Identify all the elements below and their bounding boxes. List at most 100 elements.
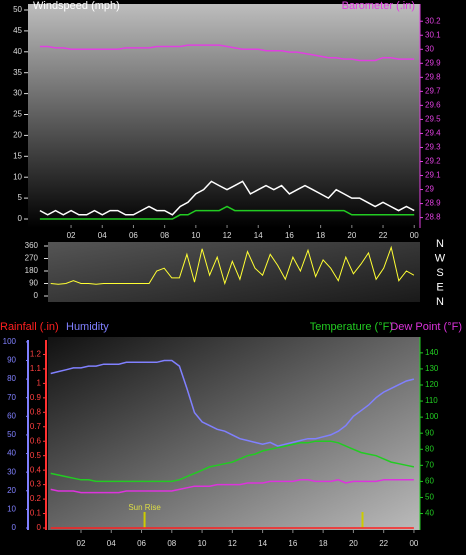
tick-label: 28.9: [425, 199, 441, 208]
tick-label: 0.9: [30, 393, 42, 402]
x-tick-label: 20: [349, 539, 358, 548]
x-tick-label: 16: [288, 539, 297, 548]
x-tick-label: 04: [107, 539, 116, 548]
x-tick-label: 18: [319, 539, 328, 548]
y2-label: Barometer (.in): [342, 0, 415, 12]
tick-label: 270: [25, 254, 39, 263]
tick-label: 29.7: [425, 86, 441, 95]
x-tick-label: 10: [191, 231, 200, 240]
legend-entry: Rainfall (.in): [0, 321, 59, 333]
tick-label: 100: [425, 412, 439, 421]
tick-label: 30.1: [425, 30, 441, 39]
tick-label: 30: [425, 44, 434, 53]
x-tick-label: 10: [198, 539, 207, 548]
y-label: Windspeed (mph): [33, 0, 120, 12]
x-tick-label: 06: [137, 539, 146, 548]
legend-entry: Humidity: [66, 321, 109, 333]
x-tick-label: 06: [129, 231, 138, 240]
x-tick-label: 12: [228, 539, 237, 548]
tick-label: 1.2: [30, 350, 42, 359]
tick-label: 0.2: [30, 494, 42, 503]
x-tick-label: 22: [379, 539, 388, 548]
tick-label: 0.3: [30, 480, 42, 489]
tick-label: 1.1: [30, 364, 42, 373]
tick-label: 29.2: [425, 157, 441, 166]
series-line: [50, 359, 415, 447]
compass-label: S: [436, 267, 443, 279]
tick-label: 130: [425, 364, 439, 373]
x-tick-label: 08: [167, 539, 176, 548]
tick-label: 100: [3, 337, 17, 346]
panel-direction: [48, 242, 420, 302]
tick-label: 30.2: [425, 16, 441, 25]
tick-label: 0: [12, 523, 17, 532]
tick-label: 20: [7, 486, 16, 495]
tick-label: 40: [13, 47, 22, 56]
tick-label: 29.1: [425, 171, 441, 180]
tick-label: 29.4: [425, 129, 441, 138]
series-line: [50, 440, 415, 483]
tick-label: 90: [29, 279, 38, 288]
tick-label: 110: [425, 396, 438, 405]
tick-label: 0: [34, 291, 39, 300]
x-tick-label: 18: [316, 231, 325, 240]
panel-wind: [28, 4, 420, 228]
tick-label: 29: [425, 185, 434, 194]
series-line: [39, 180, 415, 216]
tick-label: 140: [425, 348, 439, 357]
tick-label: 30: [13, 89, 22, 98]
tick-label: 0: [37, 523, 42, 532]
tick-label: 0.8: [30, 407, 42, 416]
legend-entry: Dew Point (°F): [390, 321, 462, 333]
x-tick-label: 14: [254, 231, 263, 240]
x-tick-label: 20: [347, 231, 356, 240]
tick-label: 60: [7, 411, 16, 420]
tick-label: 25: [13, 110, 22, 119]
tick-label: 29.3: [425, 143, 441, 152]
tick-label: 29.9: [425, 58, 441, 67]
x-tick-label: 02: [77, 539, 86, 548]
x-tick-label: 22: [379, 231, 388, 240]
tick-label: 90: [7, 356, 16, 365]
tick-label: 10: [7, 504, 16, 513]
tick-label: 0: [18, 214, 23, 223]
series-line: [50, 245, 415, 286]
x-tick-label: 02: [67, 231, 76, 240]
tick-label: 15: [13, 151, 22, 160]
tick-label: 5: [18, 193, 23, 202]
x-tick-label: 12: [223, 231, 232, 240]
tick-label: 80: [7, 374, 16, 383]
series-line: [50, 479, 414, 494]
tick-label: 1: [37, 378, 42, 387]
series-line: [39, 205, 415, 220]
tick-label: 50: [7, 430, 16, 439]
tick-label: 28.8: [425, 213, 441, 222]
tick-label: 90: [425, 428, 434, 437]
legend-entry: Temperature (°F): [310, 321, 393, 333]
tick-label: 10: [13, 172, 22, 181]
x-tick-label: 16: [285, 231, 294, 240]
tick-label: 0.5: [30, 451, 42, 460]
tick-label: 70: [425, 460, 434, 469]
tick-label: 0.4: [30, 465, 42, 474]
compass-label: N: [436, 296, 444, 308]
x-tick-label: 00: [409, 539, 418, 548]
tick-label: 50: [13, 5, 22, 14]
compass-label: E: [436, 281, 443, 293]
x-tick-label: 08: [160, 231, 169, 240]
tick-label: 29.5: [425, 115, 441, 124]
tick-label: 35: [13, 68, 22, 77]
tick-label: 50: [425, 493, 434, 502]
x-tick-label: 14: [258, 539, 267, 548]
tick-label: 20: [13, 131, 22, 140]
series-line: [39, 44, 415, 62]
tick-label: 40: [425, 509, 434, 518]
tick-label: 0.6: [30, 436, 42, 445]
compass-label: N: [436, 238, 444, 250]
panel-temperature: [48, 337, 420, 530]
tick-label: 40: [7, 449, 16, 458]
tick-label: 45: [13, 26, 22, 35]
x-tick-label: 00: [410, 231, 419, 240]
